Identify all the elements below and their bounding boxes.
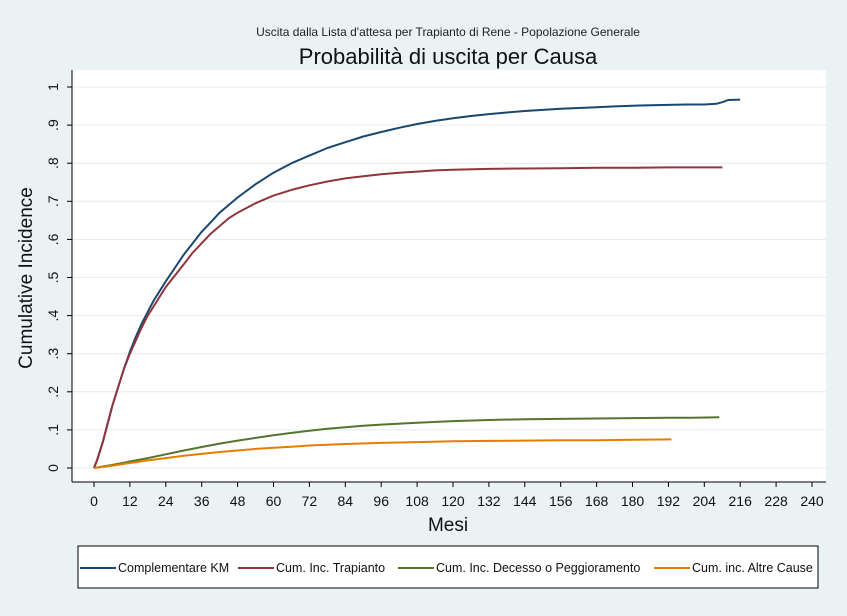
x-tick-label: 180 [621,493,645,509]
x-tick-label: 156 [549,493,573,509]
series-line-4 [93,438,672,469]
y-tick-label: .9 [45,119,61,131]
y-tick-label: .4 [45,310,61,322]
y-tick-label: .3 [45,348,61,360]
chart-title: Probabilità di uscita per Causa [299,44,598,69]
y-tick-label: .6 [45,233,61,245]
x-tick-label: 204 [693,493,717,509]
x-tick-label: 132 [477,493,501,509]
legend-label-1: Complementare KM [118,561,229,575]
x-tick-label: 36 [194,493,210,509]
legend: Complementare KM Cum. Inc. Trapianto Cum. … [80,561,813,575]
y-axis-ticks: 0 .1 .2 .3 .4 .5 .6 .7 .8 .9 1 [45,83,72,472]
x-tick-label: 216 [729,493,753,509]
legend-label-3: Cum. Inc. Decesso o Peggioramento [436,561,640,575]
x-axis-label: Mesi [428,515,468,536]
x-tick-label: 240 [800,493,824,509]
y-tick-label: .8 [45,157,61,169]
x-tick-label: 48 [230,493,246,509]
x-tick-label: 24 [158,493,174,509]
legend-label-4: Cum. inc. Altre Cause [692,561,813,575]
x-tick-label: 60 [266,493,282,509]
x-tick-label: 144 [513,493,537,509]
legend-box [77,545,819,589]
x-tick-label: 168 [585,493,609,509]
x-tick-label: 120 [441,493,465,509]
y-tick-label: 1 [45,83,61,91]
x-axis-ticks: 0 12 24 36 48 60 72 84 96 108 120 132 144 156 168 180 19… [90,482,824,509]
series-line-3 [93,416,720,469]
y-tick-label: .5 [45,271,61,283]
x-tick-label: 108 [405,493,429,509]
x-tick-label: 192 [657,493,681,509]
y-tick-label: 0 [45,464,61,472]
x-tick-label: 12 [122,493,138,509]
x-tick-label: 0 [90,493,98,509]
y-tick-label: .2 [45,386,61,398]
y-tick-label: .7 [45,195,61,207]
plot-area-background [72,70,826,482]
y-tick-label: .1 [45,424,61,436]
legend-label-2: Cum. Inc. Trapianto [276,561,385,575]
series-line-2 [93,166,723,469]
chart-subtitle: Uscita dalla Lista d'attesa per Trapiant… [256,25,640,39]
series-lines [93,98,741,469]
x-tick-label: 84 [338,493,354,509]
x-tick-label: 96 [373,493,389,509]
grid-lines [72,86,826,469]
x-tick-label: 72 [302,493,318,509]
y-axis-label: Cumulative Incidence [16,187,37,369]
x-tick-label: 228 [764,493,788,509]
